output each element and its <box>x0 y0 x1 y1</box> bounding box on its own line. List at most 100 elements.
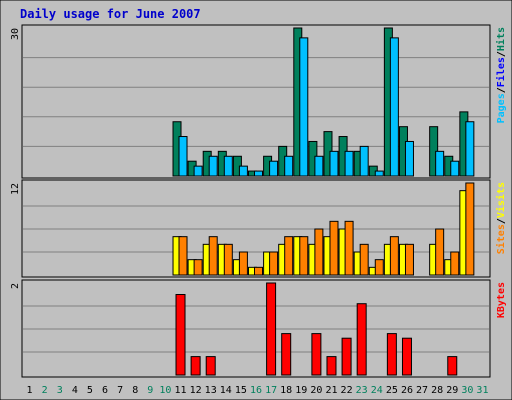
bar-kbytes <box>356 303 367 376</box>
legend-entry: Pages <box>496 93 507 123</box>
bar-kbytes <box>190 356 201 376</box>
bar-kbytes <box>175 294 186 376</box>
bar-sites <box>450 251 460 276</box>
bar-files <box>299 37 309 177</box>
x-tick-label: 27 <box>416 385 428 396</box>
bar-files <box>450 160 460 177</box>
legend-entry: / <box>496 51 507 57</box>
y-max-label: 2 <box>10 283 21 289</box>
x-tick-label: 26 <box>401 385 413 396</box>
legend-entry: Files <box>495 57 507 87</box>
bar-files <box>435 150 445 177</box>
legend-entry: / <box>496 218 507 224</box>
panel-kbytes: 2 KBytes <box>10 279 507 378</box>
bar-files <box>374 170 384 177</box>
x-tick-label: 14 <box>220 385 232 396</box>
bar-sites <box>223 243 233 276</box>
bar-sites <box>389 236 399 276</box>
bar-sites <box>208 236 218 276</box>
bar-files <box>269 160 279 177</box>
x-tick-label: 15 <box>235 385 247 396</box>
x-tick-label: 7 <box>117 385 123 396</box>
bar-files <box>238 165 248 177</box>
x-tick-label: 29 <box>446 385 458 396</box>
bar-files <box>314 155 324 177</box>
bar-sites <box>269 251 279 276</box>
bar-files <box>284 155 294 177</box>
x-tick-label: 12 <box>190 385 202 396</box>
x-tick-label: 3 <box>57 385 63 396</box>
x-tick-label: 23 <box>356 385 368 396</box>
bar-sites <box>465 182 475 276</box>
x-tick-label: 31 <box>476 385 488 396</box>
bar-files <box>208 155 218 177</box>
x-tick-label: 28 <box>431 385 443 396</box>
x-tick-label: 4 <box>72 385 78 396</box>
bar-sites <box>193 259 203 276</box>
x-tick-label: 11 <box>174 385 186 396</box>
bar-files <box>329 150 339 177</box>
bar-files <box>193 165 203 177</box>
panel-legend: KBytes <box>496 282 507 318</box>
x-tick-label: 18 <box>280 385 292 396</box>
panel-legend: Sites/Visits <box>495 182 507 254</box>
panel-background <box>21 24 491 179</box>
bar-kbytes <box>326 356 337 376</box>
legend-entry: KBytes <box>496 282 507 318</box>
bar-files <box>223 155 233 177</box>
bar-sites <box>178 236 188 276</box>
x-tick-label: 30 <box>461 385 473 396</box>
y-max-label: 12 <box>10 183 21 195</box>
x-tick-label: 16 <box>250 385 262 396</box>
bar-sites <box>404 243 414 276</box>
y-max-label: 30 <box>10 28 21 40</box>
bar-kbytes <box>205 356 216 376</box>
bar-kbytes <box>281 333 292 376</box>
x-tick-label: 19 <box>295 385 307 396</box>
panel-legend: Pages/Files/Hits <box>495 27 507 123</box>
bar-sites <box>344 220 354 276</box>
bar-kbytes <box>386 333 397 376</box>
bar-sites <box>299 236 309 276</box>
bar-sites <box>314 228 324 276</box>
x-tick-label: 6 <box>102 385 108 396</box>
bar-files <box>344 150 354 177</box>
x-tick-label: 25 <box>386 385 398 396</box>
x-tick-label: 20 <box>310 385 322 396</box>
bar-kbytes <box>401 337 412 376</box>
x-tick-label: 21 <box>325 385 337 396</box>
x-tick-label: 13 <box>205 385 217 396</box>
bar-sites <box>359 243 369 276</box>
bar-files <box>465 121 475 177</box>
x-tick-label: 9 <box>147 385 153 396</box>
bar-sites <box>435 228 445 276</box>
legend-entry: Hits <box>495 27 507 51</box>
x-tick-label: 17 <box>265 385 277 396</box>
bar-files <box>389 37 399 177</box>
bar-files <box>178 136 188 177</box>
x-tick-label: 1 <box>27 385 33 396</box>
bar-sites <box>284 236 294 276</box>
x-axis-labels: 1 2 3 4 5 6 7 8 9 10 11 12 13 14 15 16 17 18 19 20 21 22 23 24 2… <box>27 385 489 396</box>
bar-files <box>359 145 369 177</box>
bar-kbytes <box>266 282 277 376</box>
legend-entry: Visits <box>495 182 507 218</box>
bar-sites <box>254 266 263 276</box>
bar-kbytes <box>311 333 322 376</box>
legend-entry: / <box>496 87 507 93</box>
bar-files <box>404 140 414 177</box>
panel-visits-sites: 12 Sites/Visits <box>10 179 507 278</box>
x-tick-label: 24 <box>371 385 383 396</box>
chart-title: Daily usage for June 2007 <box>20 7 201 21</box>
x-tick-label: 22 <box>341 385 353 396</box>
bar-kbytes <box>447 356 458 376</box>
bar-sites <box>329 220 339 276</box>
x-tick-label: 5 <box>87 385 93 396</box>
legend-entry: Sites <box>495 224 507 254</box>
x-tick-label: 2 <box>42 385 48 396</box>
x-tick-label: 8 <box>132 385 138 396</box>
bar-kbytes <box>341 337 352 376</box>
x-tick-label: 10 <box>159 385 171 396</box>
